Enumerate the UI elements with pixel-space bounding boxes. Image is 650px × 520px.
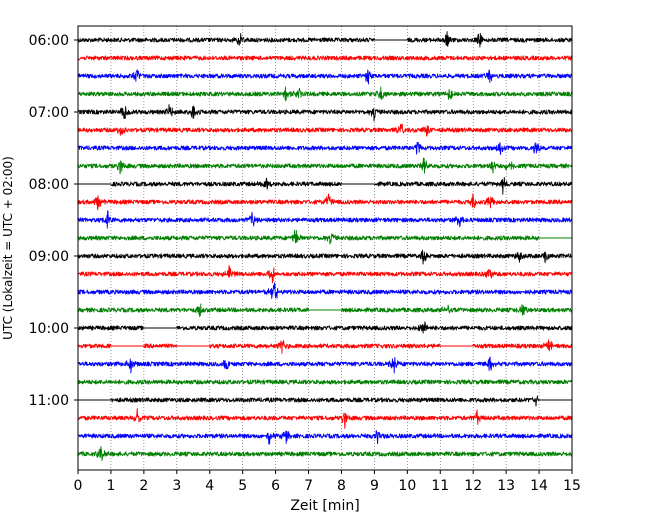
seismic-trace bbox=[77, 31, 573, 48]
x-tick-label: 4 bbox=[205, 478, 214, 494]
seismic-trace bbox=[77, 210, 573, 229]
y-tick-label: 09:00 bbox=[29, 249, 69, 265]
y-axis-ticks: 06:00 07:00 08:00 09:00 10:00 11:00 bbox=[29, 33, 78, 409]
seismic-trace bbox=[77, 321, 573, 334]
seismic-trace bbox=[77, 445, 573, 462]
plot-frame bbox=[77, 25, 573, 471]
x-tick-label: 12 bbox=[464, 478, 482, 494]
seismic-trace bbox=[77, 395, 573, 407]
seismic-trace bbox=[77, 408, 573, 429]
seismic-trace bbox=[77, 303, 573, 318]
x-tick-label: 5 bbox=[238, 478, 247, 494]
x-tick-label: 14 bbox=[530, 478, 548, 494]
seismic-trace bbox=[77, 249, 573, 265]
seismic-trace bbox=[77, 86, 573, 102]
seismic-trace bbox=[77, 157, 573, 175]
y-tick-label: 08:00 bbox=[29, 177, 69, 193]
seismic-trace bbox=[77, 339, 573, 354]
y-tick-label: 07:00 bbox=[29, 105, 69, 121]
seismic-trace bbox=[77, 429, 573, 445]
x-axis-label: Zeit [min] bbox=[290, 498, 359, 514]
x-tick-label: 10 bbox=[398, 478, 416, 494]
seismic-trace bbox=[77, 229, 573, 245]
x-tick-label: 11 bbox=[431, 478, 449, 494]
x-tick-label: 6 bbox=[271, 478, 280, 494]
x-tick-label: 0 bbox=[74, 478, 83, 494]
x-tick-label: 1 bbox=[106, 478, 115, 494]
y-tick-label: 06:00 bbox=[29, 33, 69, 49]
seismic-trace bbox=[77, 123, 573, 137]
x-tick-label: 8 bbox=[337, 478, 346, 494]
y-axis-label: UTC (Lokalzeit = UTC + 02:00) bbox=[1, 156, 15, 340]
x-tick-label: 13 bbox=[497, 478, 515, 494]
x-tick-label: 3 bbox=[172, 478, 181, 494]
seismic-trace bbox=[77, 104, 573, 122]
seismic-trace bbox=[77, 177, 573, 195]
seismic-trace bbox=[77, 379, 573, 385]
seismic-trace bbox=[77, 264, 573, 284]
seismic-trace bbox=[77, 55, 573, 61]
x-tick-label: 7 bbox=[304, 478, 313, 494]
seismic-trace bbox=[77, 193, 573, 211]
x-tick-label: 15 bbox=[563, 478, 581, 494]
vertical-gridlines bbox=[110, 26, 540, 470]
x-axis-ticks: 0 1 2 3 4 5 6 7 8 9 10 11 12 13 14 15 bbox=[74, 470, 581, 494]
y-tick-label: 10:00 bbox=[29, 321, 69, 337]
y-tick-label: 11:00 bbox=[29, 393, 69, 409]
plot-background bbox=[78, 26, 572, 470]
x-tick-label: 2 bbox=[139, 478, 148, 494]
seismic-trace bbox=[77, 141, 573, 155]
seismic-traces bbox=[77, 31, 573, 462]
seismic-trace bbox=[77, 69, 573, 85]
seismic-trace bbox=[77, 282, 573, 299]
seismic-trace bbox=[77, 356, 573, 374]
x-tick-label: 9 bbox=[370, 478, 379, 494]
